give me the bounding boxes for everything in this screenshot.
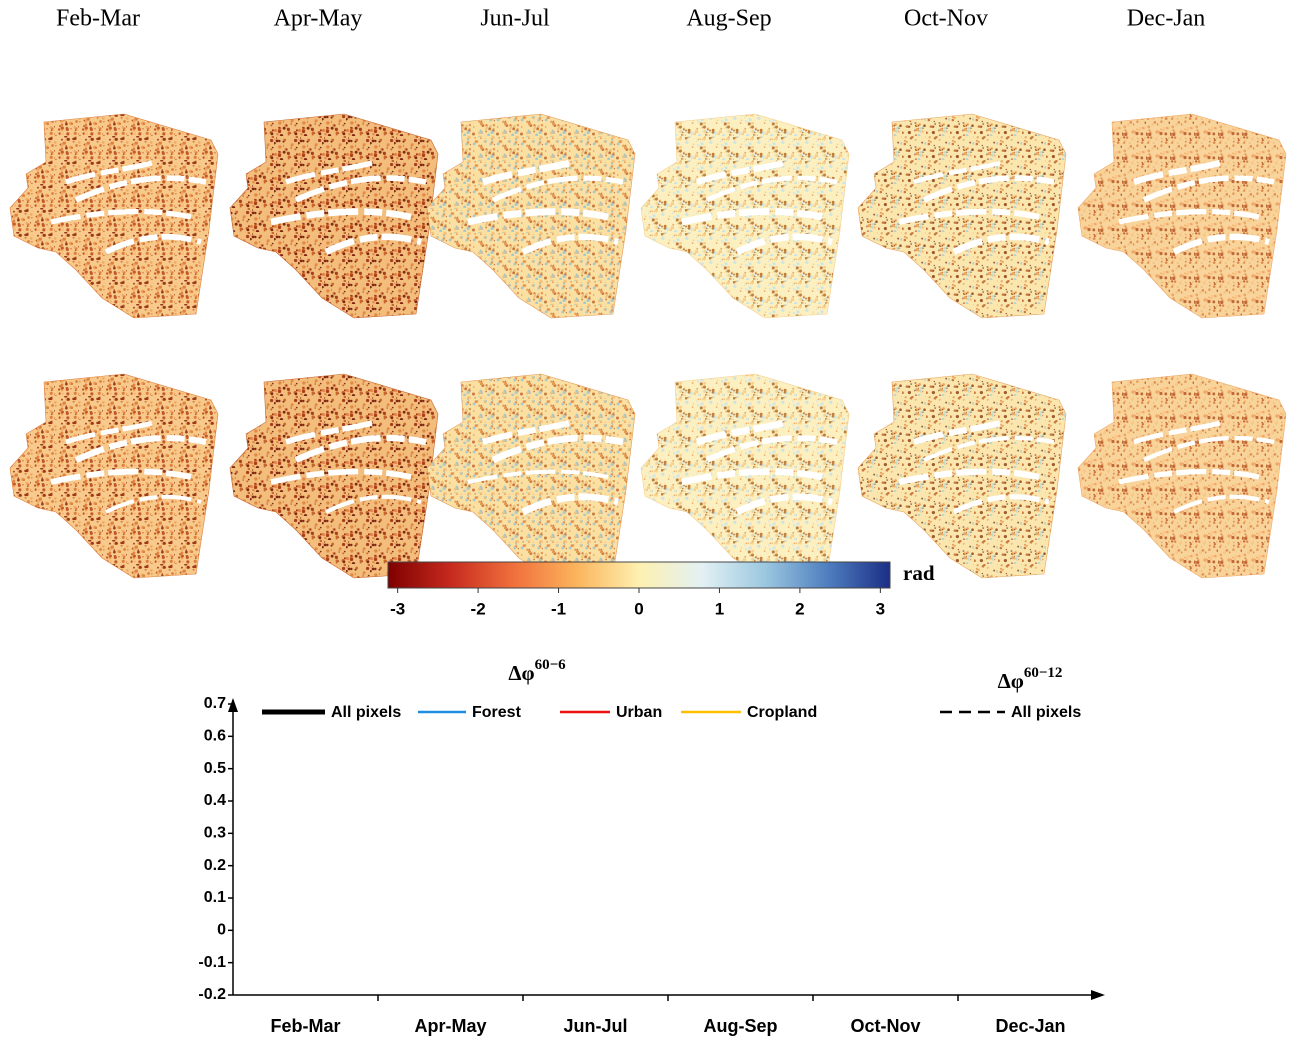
y-tick-label: 0	[217, 922, 226, 939]
x-tick-label: Aug-Sep	[704, 1016, 778, 1036]
y-tick-label: 0.1	[204, 889, 226, 906]
annotation: Δφ60−6	[508, 657, 566, 684]
y-tick-label: 0.5	[204, 760, 226, 777]
y-tick-label: 0.3	[204, 825, 226, 842]
map-panel	[229, 373, 439, 579]
y-axis-arrow	[228, 698, 238, 712]
map-panel	[9, 373, 219, 579]
panel-title: Oct-Nov	[904, 6, 988, 32]
x-tick-label: Dec-Jan	[995, 1016, 1065, 1036]
colorbar-tick-label: -1	[551, 599, 566, 618]
map-panel	[9, 113, 219, 319]
x-tick-label: Apr-May	[414, 1016, 486, 1036]
map-panel	[1077, 373, 1287, 579]
colorbar-tick-label: 1	[715, 599, 724, 618]
map-panel	[857, 373, 1067, 579]
colorbar-tick-label: -2	[471, 599, 486, 618]
map-panel	[857, 113, 1067, 319]
colorbar-tick-label: -3	[390, 599, 405, 618]
legend-label: All pixels	[331, 704, 401, 721]
panel-title: Feb-Mar	[56, 6, 140, 32]
y-tick-label: 0.2	[204, 857, 226, 874]
y-tick-label: 0.7	[204, 695, 226, 712]
map-panel	[640, 113, 850, 319]
panel-title: Jun-Jul	[480, 6, 550, 32]
panel-title: Aug-Sep	[686, 6, 771, 32]
legend-label: All pixels	[1011, 704, 1081, 721]
annotation-sup: 60−6	[535, 657, 567, 673]
annotation-sup: 60−12	[1024, 665, 1063, 681]
y-tick-label: -0.2	[198, 986, 226, 1003]
map-panel	[1077, 113, 1287, 319]
colorbar-unit: rad	[903, 561, 935, 585]
legend-label: Forest	[472, 704, 522, 721]
annotation: Δφ60−12	[998, 665, 1063, 692]
panel-title: Apr-May	[274, 6, 363, 32]
colorbar-tick-label: 3	[876, 599, 885, 618]
y-tick-label: 0.6	[204, 728, 226, 745]
y-tick-label: -0.1	[198, 954, 226, 971]
annotation-base: Δφ	[998, 669, 1024, 693]
colorbar-tick-label: 0	[634, 599, 643, 618]
y-tick-label: 0.4	[204, 792, 226, 809]
colorbar-tick-label: 2	[795, 599, 804, 618]
map-panel	[640, 373, 850, 579]
legend-label: Cropland	[747, 704, 817, 721]
legend-label: Urban	[616, 704, 662, 721]
annotation-base: Δφ	[508, 661, 534, 685]
colorbar	[387, 561, 891, 589]
x-tick-label: Jun-Jul	[563, 1016, 627, 1036]
map-panel	[426, 373, 636, 579]
x-tick-label: Feb-Mar	[270, 1016, 340, 1036]
panel-title: Dec-Jan	[1127, 6, 1206, 32]
map-panel	[426, 113, 636, 319]
x-tick-label: Oct-Nov	[850, 1016, 920, 1036]
x-axis-arrow	[1091, 990, 1105, 1000]
map-panel	[229, 113, 439, 319]
